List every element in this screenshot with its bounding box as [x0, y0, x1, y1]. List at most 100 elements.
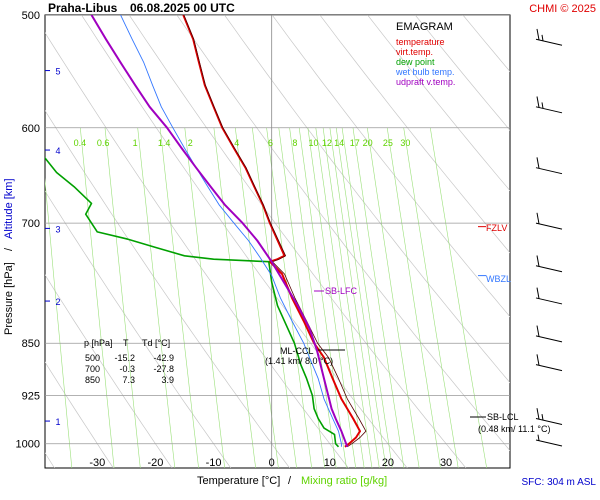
- legend-entry-updraft: udpraft v.temp.: [396, 77, 455, 87]
- temperature-tick-label: -20: [147, 457, 163, 469]
- dry-adiabat: [45, 274, 173, 468]
- mixing-ratio-label: 0.4: [74, 138, 87, 148]
- ml-ccl-detail: (1.41 km/ 8.0 °C): [265, 356, 333, 366]
- wind-barb-feather: [536, 212, 540, 224]
- mixing-ratio-line: [289, 127, 337, 468]
- sb-lfc-label: SB-LFC: [325, 286, 358, 296]
- temperature-tick-label: 30: [440, 457, 452, 469]
- table-row-t: 7.3: [122, 375, 135, 385]
- series-line-virt-temp: [183, 15, 367, 448]
- legend-entry-dew-point: dew point: [396, 57, 435, 67]
- mixing-ratio-line: [307, 127, 356, 468]
- wind-barb-half-feather: [541, 414, 544, 421]
- altitude-tick-label: 1: [55, 417, 60, 427]
- surface-label: SFC: 304 m ASL: [522, 477, 597, 488]
- wind-barb: [535, 157, 563, 175]
- series-layer: [45, 15, 367, 448]
- x-axis-title: Temperature [°C]: [197, 475, 280, 487]
- mixing-ratio-label: 8: [292, 138, 297, 148]
- mixing-ratio-label: 30: [400, 138, 410, 148]
- legend-entry-temperature: temperature: [396, 37, 445, 47]
- wind-barb-staff: [535, 106, 563, 114]
- wind-barb-staff: [535, 38, 563, 46]
- wind-barbs: [535, 28, 563, 447]
- table-header-t: T: [123, 338, 129, 348]
- mixing-ratio-line: [159, 127, 199, 468]
- mixing-ratio-labels: 0.4 0.6 1 1.4 2 4 6 8 10 12 14 17 20 25 30: [74, 138, 411, 148]
- sb-lcl-label: SB-LCL: [487, 412, 519, 422]
- mixing-ratio-label: 20: [363, 138, 373, 148]
- mixing-ratio-line: [104, 127, 141, 468]
- mixing-ratio-line: [235, 127, 279, 468]
- wind-barb: [535, 96, 563, 114]
- mixing-ratio-line: [335, 127, 387, 468]
- temperature-tick-label: -30: [89, 457, 105, 469]
- legend: EMAGRAM temperature virt.temp. dew point…: [395, 21, 455, 87]
- dry-adiabat: [128, 15, 467, 468]
- altitude-tick-label: 2: [55, 297, 60, 307]
- wind-barb: [535, 325, 563, 343]
- dry-adiabat: [414, 15, 510, 131]
- wind-barb-feather: [536, 157, 540, 169]
- sb-lcl-detail: (0.48 km/ 11.1 °C): [478, 424, 550, 434]
- mixing-ratio-label: 10: [309, 138, 319, 148]
- wind-barb-staff: [535, 265, 563, 273]
- pressure-tick-label: 500: [22, 10, 40, 22]
- wind-barb-feather: [536, 255, 540, 267]
- mixing-ratio-line: [184, 127, 225, 468]
- fzlv-label: FZLV: [486, 223, 507, 233]
- dry-adiabat: [81, 15, 408, 468]
- dry-adiabat: [45, 32, 349, 468]
- wind-barb-feather: [536, 354, 540, 366]
- station-name: Praha-Libus: [48, 1, 118, 15]
- mixing-ratio-line: [430, 127, 487, 468]
- table-row-p: 500: [85, 353, 100, 363]
- mixing-ratio-label: 14: [334, 138, 344, 148]
- mixing-ratio-label: 4: [234, 138, 239, 148]
- pressure-tick-label: 600: [22, 123, 40, 135]
- mixing-ratio-label: 25: [383, 138, 393, 148]
- mixing-ratio-label: 12: [322, 138, 332, 148]
- mixing-ratio-label: 2: [188, 138, 193, 148]
- legend-entry-virt-temp: virt.temp.: [396, 47, 433, 57]
- level-data-table: p [hPa] T Td [°C] 500 -15.2 -42.9 700 -0…: [84, 338, 174, 385]
- mixing-ratio-label: 0.6: [97, 138, 110, 148]
- mixing-ratio-line: [367, 127, 420, 468]
- temperature-tick-label: 20: [382, 457, 394, 469]
- table-row-p: 700: [85, 364, 100, 374]
- level-markers: [478, 226, 486, 277]
- pressure-tick-label: 925: [22, 391, 40, 403]
- mixing-ratio-line: [315, 127, 365, 468]
- wbzl-label: WBZL: [486, 274, 511, 284]
- series-line-dew-point: [45, 156, 340, 448]
- wind-barb-staff: [535, 364, 563, 372]
- temperature-tick-label: -10: [206, 457, 222, 469]
- series-line-udpraft-v-temp: [90, 15, 349, 448]
- wind-barb-feather: [536, 96, 540, 108]
- mixing-ratio-line: [45, 177, 73, 468]
- ml-ccl-label: ML-CCL: [280, 346, 314, 356]
- wind-barb-staff: [535, 167, 563, 175]
- table-row-td: -42.9: [153, 353, 174, 363]
- wind-barb-feather: [536, 408, 540, 420]
- mixing-ratio-line: [329, 127, 380, 468]
- wind-barb-staff: [535, 297, 563, 305]
- altitude-tick-label: 3: [55, 224, 60, 234]
- legend-title: EMAGRAM: [396, 21, 453, 33]
- mixing-ratio-line: [322, 127, 373, 468]
- wind-barb: [535, 212, 563, 230]
- mixing-ratio-line: [137, 127, 176, 468]
- mixing-ratio-line: [252, 127, 297, 468]
- x-axis-title-secondary: Mixing ratio [g/kg]: [301, 475, 387, 487]
- mixing-ratio-line: [352, 127, 405, 468]
- pressure-tick-label: 850: [22, 338, 40, 350]
- series-line-temperature: [182, 15, 361, 448]
- mixing-ratio-line: [386, 127, 441, 468]
- dry-adiabat: [558, 15, 600, 468]
- mixing-ratio-line: [298, 127, 347, 468]
- mixing-ratio-label: 1: [133, 138, 138, 148]
- wind-barb: [535, 408, 563, 425]
- table-row-td: -27.8: [153, 364, 174, 374]
- wind-barb-staff: [535, 418, 563, 425]
